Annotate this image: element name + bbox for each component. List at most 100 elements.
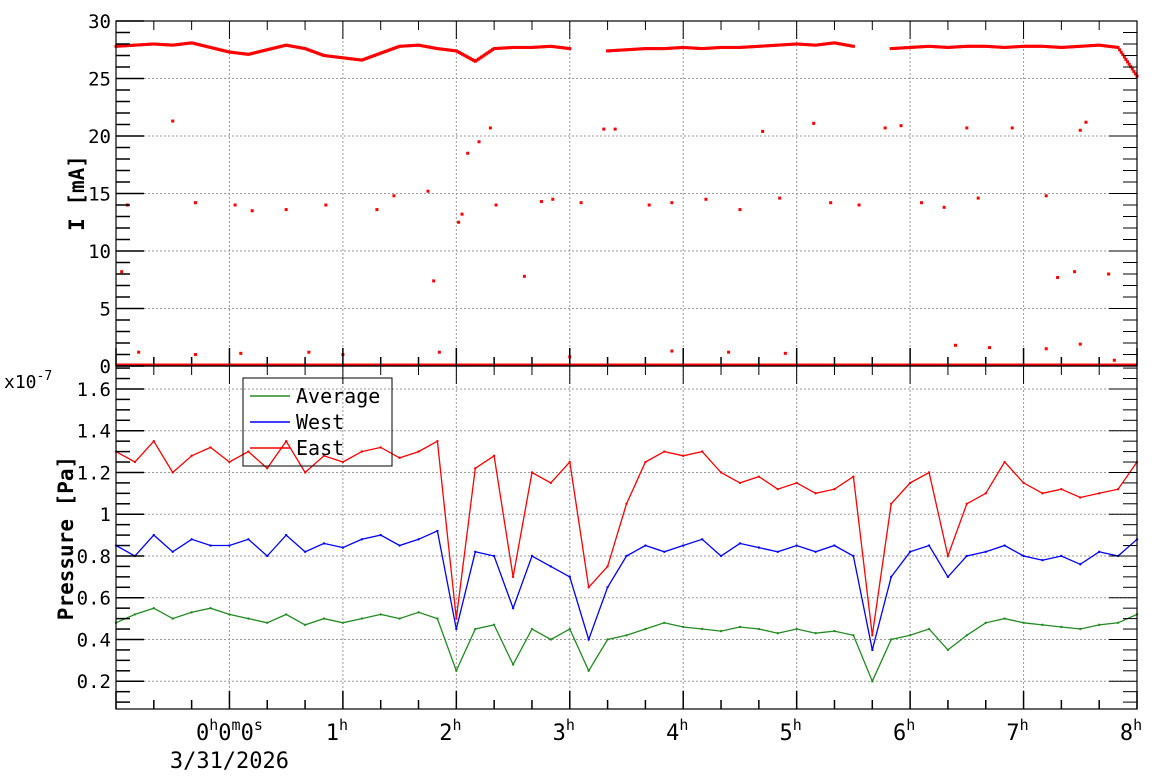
data-point-west bbox=[946, 575, 950, 579]
current-point bbox=[914, 45, 918, 49]
current-point bbox=[238, 51, 242, 55]
data-point-average bbox=[927, 627, 931, 631]
current-point bbox=[502, 46, 506, 50]
current-point bbox=[965, 44, 969, 48]
current-point bbox=[242, 52, 246, 56]
current-point bbox=[530, 45, 534, 49]
current-point bbox=[1096, 43, 1100, 47]
current-point bbox=[497, 46, 501, 50]
current-point bbox=[489, 49, 493, 53]
current-point bbox=[661, 47, 665, 51]
current-point bbox=[289, 44, 293, 48]
current-point bbox=[1037, 44, 1041, 48]
bottom-y-axis-title: Pressure [Pa] bbox=[54, 456, 78, 620]
current-point bbox=[895, 46, 899, 50]
current-point bbox=[432, 46, 436, 50]
current-point bbox=[470, 58, 474, 62]
y-tick-label: 0 bbox=[100, 356, 111, 378]
current-point bbox=[988, 45, 992, 49]
current-point bbox=[1110, 45, 1114, 49]
current-point bbox=[981, 44, 985, 48]
current-point bbox=[279, 44, 283, 48]
current-point bbox=[352, 57, 356, 61]
current-point bbox=[678, 46, 682, 50]
current-point bbox=[746, 45, 750, 49]
data-point-east bbox=[738, 481, 742, 485]
data-point-east bbox=[1060, 487, 1063, 491]
current-point bbox=[1059, 45, 1063, 49]
data-point-west bbox=[606, 586, 609, 589]
data-point-west bbox=[625, 554, 628, 558]
current-point bbox=[1075, 44, 1079, 48]
current-point bbox=[387, 48, 391, 52]
current-point bbox=[711, 46, 715, 50]
current-outlier-point bbox=[1078, 342, 1082, 346]
data-point-east bbox=[908, 481, 912, 485]
data-point-west bbox=[360, 538, 364, 541]
current-point bbox=[429, 45, 433, 49]
data-point-west bbox=[303, 550, 307, 554]
current-point bbox=[568, 47, 572, 51]
current-point bbox=[1121, 53, 1125, 57]
y-exponent-label: x10-7 bbox=[4, 369, 52, 393]
current-point bbox=[417, 43, 421, 47]
current-point bbox=[133, 43, 137, 47]
data-point-east bbox=[247, 450, 250, 453]
current-point bbox=[278, 45, 282, 49]
current-point bbox=[722, 45, 726, 49]
current-point bbox=[990, 45, 994, 49]
current-point bbox=[492, 47, 496, 51]
current-point bbox=[522, 45, 526, 49]
current-outlier-point bbox=[1073, 270, 1077, 274]
current-point bbox=[799, 42, 803, 46]
current-point bbox=[532, 45, 536, 49]
data-point-average bbox=[398, 617, 401, 620]
current-point bbox=[1018, 44, 1022, 48]
data-point-west bbox=[776, 550, 779, 554]
current-point bbox=[191, 41, 195, 45]
data-point-west bbox=[795, 544, 798, 547]
current-point bbox=[248, 52, 252, 56]
data-point-average bbox=[1041, 623, 1044, 627]
current-point bbox=[1104, 44, 1108, 48]
current-point bbox=[434, 46, 438, 50]
current-point bbox=[758, 44, 762, 48]
current-point bbox=[1006, 45, 1010, 49]
current-point bbox=[475, 58, 479, 62]
current-point bbox=[543, 45, 547, 49]
current-point bbox=[1012, 45, 1016, 49]
x-tick-label: 4h bbox=[666, 716, 688, 746]
current-point bbox=[481, 54, 485, 58]
data-point-west bbox=[738, 542, 742, 545]
current-point bbox=[785, 43, 789, 47]
data-point-average bbox=[492, 623, 496, 627]
current-point bbox=[615, 48, 619, 52]
current-point bbox=[656, 47, 660, 51]
current-point bbox=[394, 45, 398, 49]
current-point bbox=[1047, 45, 1051, 49]
current-point bbox=[354, 57, 358, 61]
data-point-average bbox=[852, 634, 855, 637]
data-point-east bbox=[511, 575, 515, 579]
current-point bbox=[741, 45, 745, 49]
current-outlier-point bbox=[602, 127, 606, 131]
current-point bbox=[342, 56, 346, 60]
data-point-average bbox=[133, 613, 137, 616]
current-point bbox=[825, 42, 829, 46]
data-point-east bbox=[833, 487, 836, 491]
data-point-east bbox=[946, 554, 950, 558]
current-point bbox=[509, 46, 513, 50]
current-point bbox=[256, 50, 260, 54]
current-point bbox=[962, 44, 966, 48]
data-point-average bbox=[379, 613, 382, 616]
current-point bbox=[461, 52, 465, 56]
current-point bbox=[232, 51, 236, 55]
current-point bbox=[837, 42, 841, 46]
current-point bbox=[1070, 45, 1074, 49]
series-line-west bbox=[115, 529, 1138, 651]
current-point bbox=[175, 43, 179, 47]
current-point bbox=[127, 44, 131, 48]
y-tick-label: 30 bbox=[88, 11, 111, 33]
current-point bbox=[801, 42, 805, 46]
